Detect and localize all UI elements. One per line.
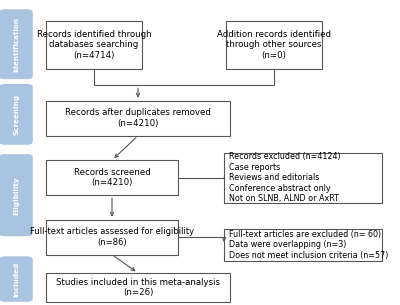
- Text: Identification: Identification: [13, 17, 19, 72]
- Bar: [46, 21, 142, 69]
- Text: Studies included in this meta-analysis
(n=26): Studies included in this meta-analysis (…: [56, 278, 220, 297]
- Text: Addition records identified
through other sources
(n=0): Addition records identified through othe…: [217, 30, 331, 60]
- Bar: [46, 101, 230, 136]
- Text: Eligibility: Eligibility: [13, 176, 19, 214]
- Bar: [224, 152, 382, 203]
- Text: Full-text articles are excluded (n= 60)
Data were overlapping (n=3)
Does not mee: Full-text articles are excluded (n= 60) …: [229, 230, 388, 260]
- Text: Full-text articles assessed for eligibility
(n=86): Full-text articles assessed for eligibil…: [30, 228, 194, 247]
- Bar: [46, 220, 178, 255]
- Bar: [46, 160, 178, 195]
- Text: Records after duplicates removed
(n=4210): Records after duplicates removed (n=4210…: [65, 109, 211, 128]
- FancyBboxPatch shape: [0, 9, 33, 79]
- FancyBboxPatch shape: [0, 84, 33, 145]
- Bar: [224, 229, 382, 261]
- FancyBboxPatch shape: [0, 256, 33, 302]
- Text: Included: Included: [13, 261, 19, 297]
- Bar: [226, 21, 322, 69]
- Text: Records screened
(n=4210): Records screened (n=4210): [74, 168, 150, 187]
- FancyBboxPatch shape: [0, 154, 33, 236]
- Text: Records excluded (n=4124)
Case reports
Reviews and editorials
Conference abstrac: Records excluded (n=4124) Case reports R…: [229, 152, 340, 203]
- Text: Screening: Screening: [13, 94, 19, 135]
- Bar: [46, 273, 230, 302]
- Text: Records identified through
databases searching
(n=4714): Records identified through databases sea…: [37, 30, 151, 60]
